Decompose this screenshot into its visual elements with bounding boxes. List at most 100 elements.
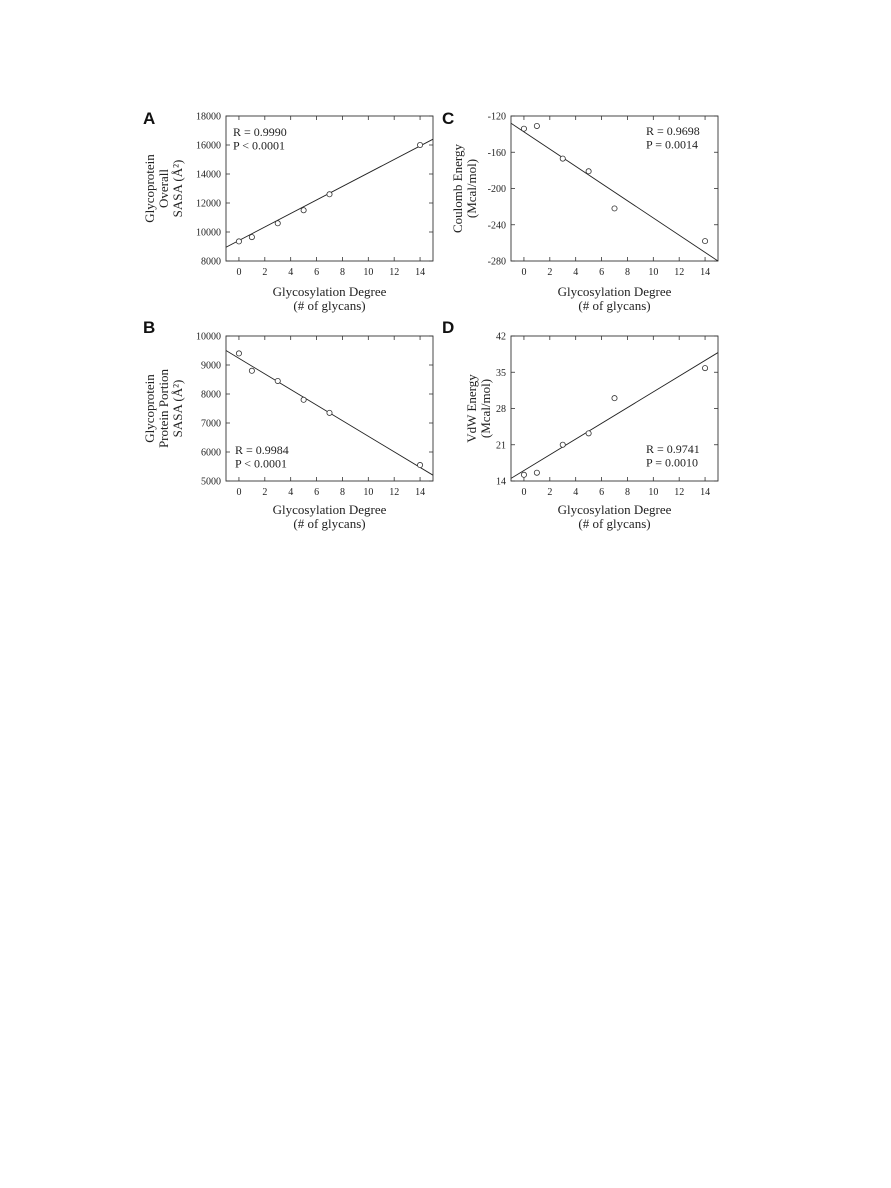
panel-letter: C [442, 109, 454, 128]
y-tick-label: 5000 [201, 477, 221, 488]
data-point [559, 155, 566, 162]
y-tick-label: 18000 [196, 112, 221, 123]
x-tick-label: 8 [340, 487, 345, 498]
x-tick-label: 0 [521, 267, 526, 278]
x-axis-label: Glycosylation Degree [273, 502, 387, 517]
y-tick-label: 7000 [201, 419, 221, 430]
x-tick-label: 14 [415, 267, 425, 278]
plot-frame [225, 115, 434, 262]
y-tick-label: -240 [488, 220, 506, 231]
y-axis-label: Protein Portion [156, 368, 171, 448]
data-point [274, 220, 281, 227]
y-tick-label: 10000 [196, 332, 221, 343]
data-point [559, 441, 566, 448]
y-tick-label: 10000 [196, 228, 221, 239]
x-tick-label: 6 [599, 487, 604, 498]
data-point [248, 234, 255, 241]
stat-line: P < 0.0001 [235, 457, 287, 471]
data-point [702, 365, 709, 372]
stat-line: R = 0.9741 [646, 442, 700, 456]
data-point [702, 238, 709, 245]
data-point [611, 205, 618, 212]
data-point [585, 430, 592, 437]
x-axis-label: (# of glycans) [578, 516, 650, 531]
stat-line: P = 0.0010 [646, 456, 698, 470]
y-axis-label: Overall [156, 169, 171, 208]
stat-line: P < 0.0001 [233, 139, 285, 153]
x-tick-label: 12 [389, 487, 399, 498]
y-tick-label: 12000 [196, 199, 221, 210]
x-tick-label: 14 [700, 487, 710, 498]
y-tick-label: 16000 [196, 141, 221, 152]
x-tick-label: 10 [363, 267, 373, 278]
data-point [326, 409, 333, 416]
data-point [533, 122, 540, 129]
panel-letter: A [143, 109, 155, 128]
y-tick-label: 6000 [201, 448, 221, 459]
x-tick-label: 2 [547, 267, 552, 278]
x-tick-label: 4 [573, 267, 578, 278]
data-point [326, 191, 333, 198]
y-tick-label: 8000 [201, 390, 221, 401]
data-point [417, 141, 424, 148]
data-point [235, 238, 242, 245]
data-point [235, 350, 242, 357]
x-tick-label: 10 [648, 267, 658, 278]
data-point [300, 207, 307, 214]
x-tick-label: 12 [674, 267, 684, 278]
x-axis-label: Glycosylation Degree [558, 284, 672, 299]
y-tick-label: 35 [496, 368, 506, 379]
x-tick-label: 10 [363, 487, 373, 498]
x-tick-label: 6 [314, 267, 319, 278]
stat-line: R = 0.9990 [233, 125, 287, 139]
x-axis-label: Glycosylation Degree [273, 284, 387, 299]
y-tick-label: 42 [496, 332, 506, 343]
x-tick-label: 8 [625, 487, 630, 498]
stat-line: R = 0.9698 [646, 124, 700, 138]
x-tick-label: 12 [389, 267, 399, 278]
y-axis-label: SASA (Å²) [170, 160, 185, 218]
panel-a: A 0 2 4 6 8 10 12 14 8000 10000 12000 14000 16000 1800… [142, 109, 434, 313]
plot-frame [225, 335, 434, 482]
y-axis-label: Glycoprotein [142, 154, 157, 223]
x-tick-label: 8 [340, 267, 345, 278]
data-point [417, 462, 424, 469]
x-tick-label: 14 [415, 487, 425, 498]
stat-line: R = 0.9984 [235, 443, 289, 457]
data-point [520, 471, 527, 478]
y-axis-label: SASA (Å²) [170, 380, 185, 438]
y-tick-label: 8000 [201, 257, 221, 268]
y-tick-label: 14 [496, 477, 506, 488]
stat-line: P = 0.0014 [646, 138, 698, 152]
x-tick-label: 4 [288, 487, 293, 498]
fit-line [511, 122, 718, 261]
x-axis-label: (# of glycans) [578, 298, 650, 313]
fit-line [511, 352, 718, 479]
panel-c: C 0 2 4 6 8 10 12 14 -280 -240 -200 -160 -120 R = 0.96… [442, 109, 719, 313]
x-tick-label: 2 [262, 487, 267, 498]
x-axis-label: (# of glycans) [293, 298, 365, 313]
data-point [611, 395, 618, 402]
data-point [585, 168, 592, 175]
x-axis-label: Glycosylation Degree [558, 502, 672, 517]
x-axis-label: (# of glycans) [293, 516, 365, 531]
y-tick-label: -120 [488, 112, 506, 123]
x-tick-label: 0 [521, 487, 526, 498]
y-axis-label: (Mcal/mol) [464, 159, 479, 218]
data-point [300, 396, 307, 403]
y-tick-label: 21 [496, 440, 506, 451]
panel-letter: D [442, 318, 454, 337]
x-tick-label: 0 [236, 267, 241, 278]
x-tick-label: 4 [288, 267, 293, 278]
y-axis-label: (Mcal/mol) [478, 379, 493, 438]
x-tick-label: 0 [236, 487, 241, 498]
x-tick-label: 12 [674, 487, 684, 498]
y-axis-label: VdW Energy [464, 374, 479, 443]
y-tick-label: -200 [488, 184, 506, 195]
x-tick-label: 4 [573, 487, 578, 498]
y-axis-label: Coulomb Energy [450, 144, 465, 233]
data-point [533, 469, 540, 476]
x-tick-label: 14 [700, 267, 710, 278]
